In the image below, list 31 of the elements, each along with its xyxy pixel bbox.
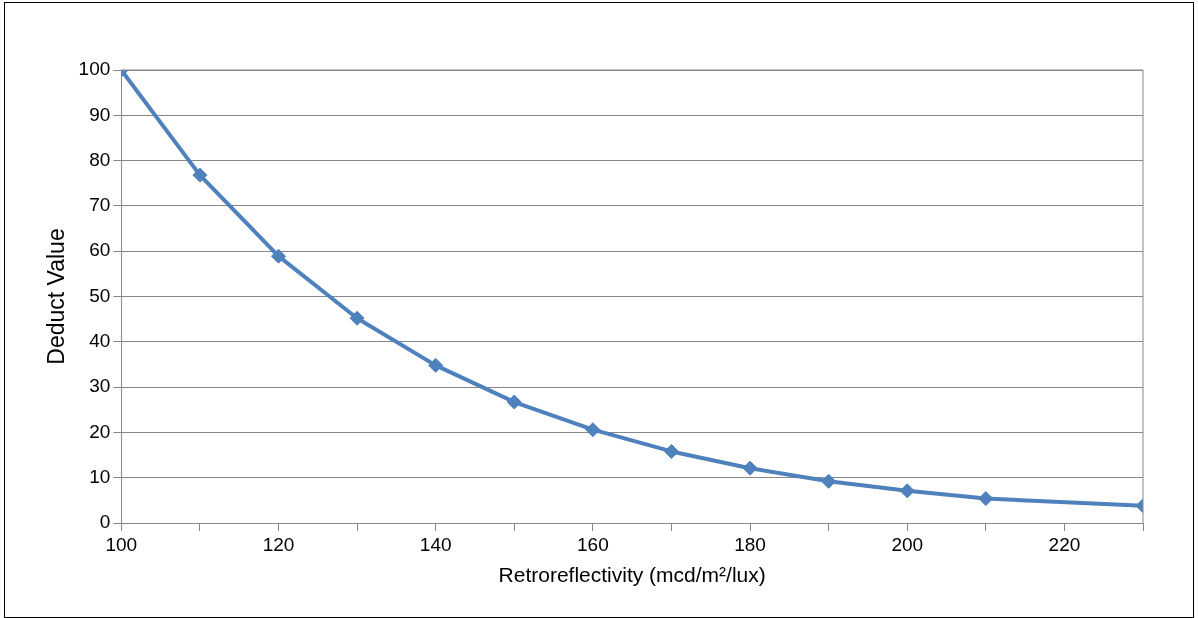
x-tick-label: 100 bbox=[105, 533, 138, 555]
y-tick-label: 90 bbox=[89, 103, 111, 125]
point bbox=[742, 460, 758, 476]
y-tick-label: 50 bbox=[89, 284, 111, 306]
point bbox=[270, 248, 286, 264]
point bbox=[428, 357, 444, 373]
point bbox=[585, 422, 601, 438]
x-tick-label: 180 bbox=[734, 533, 766, 555]
point bbox=[192, 167, 208, 183]
x-axis-title: Retroreflectivity (mcd/m²/lux) bbox=[498, 563, 766, 587]
point bbox=[663, 443, 679, 459]
point bbox=[349, 310, 365, 326]
y-axis-title: Deduct Value bbox=[43, 228, 70, 365]
y-tick-label: 100 bbox=[78, 58, 111, 80]
y-tick-label: 40 bbox=[89, 330, 111, 352]
y-tick-label: 10 bbox=[89, 465, 111, 487]
x-tick-label: 160 bbox=[577, 533, 609, 555]
x-tick-label: 120 bbox=[262, 533, 295, 555]
y-tick-label: 20 bbox=[89, 420, 111, 442]
y-tick-label: 0 bbox=[99, 511, 111, 533]
point bbox=[506, 394, 522, 410]
x-tick-label: 220 bbox=[1048, 533, 1081, 555]
y-tick-label: 60 bbox=[89, 239, 111, 261]
point bbox=[978, 491, 994, 507]
x-tick-label: 140 bbox=[419, 533, 452, 555]
y-tick-label: 30 bbox=[89, 375, 111, 397]
x-tick-label: 200 bbox=[891, 533, 924, 555]
y-tick-label: 80 bbox=[89, 148, 111, 170]
point bbox=[821, 473, 837, 489]
point bbox=[899, 483, 915, 499]
y-tick-label: 70 bbox=[89, 194, 111, 216]
